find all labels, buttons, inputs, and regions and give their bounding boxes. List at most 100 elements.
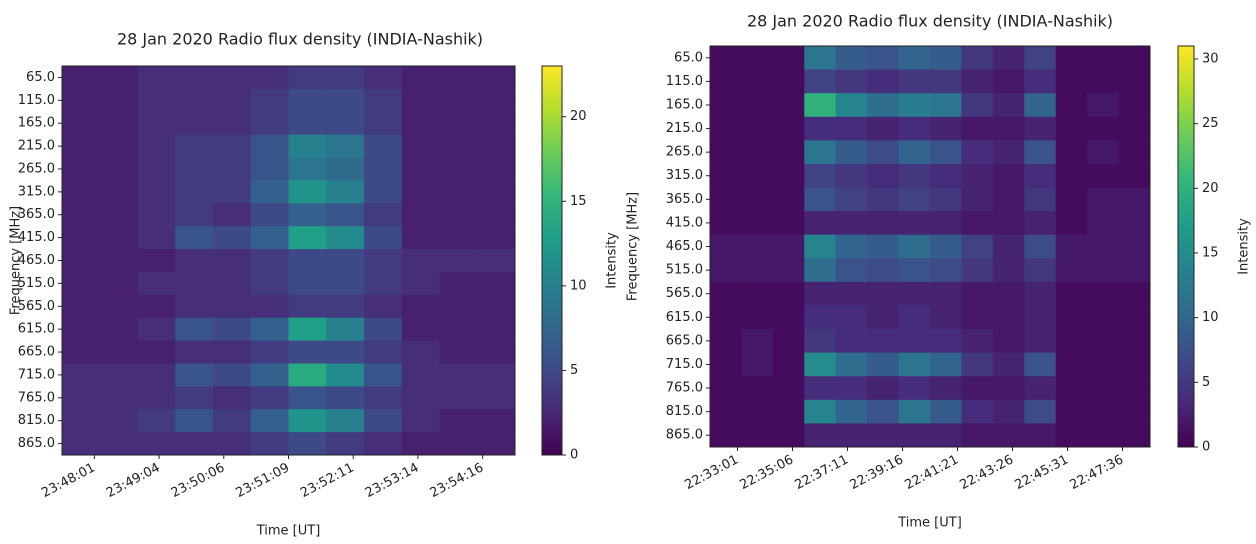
heatmap-cell <box>288 317 327 342</box>
heatmap-cell <box>401 317 440 342</box>
colorbar-tick-label: 10 <box>570 278 587 293</box>
heatmap-cell <box>99 226 138 250</box>
heatmap-cell <box>835 258 868 283</box>
heatmap-cell <box>772 234 805 259</box>
heatmap-cell <box>1055 163 1088 189</box>
y-tick-label: 415.0 <box>18 230 55 245</box>
heatmap-cell <box>477 317 516 342</box>
colorbar-tick-label: 5 <box>570 363 578 378</box>
heatmap-cell <box>772 376 805 401</box>
heatmap-cell <box>1118 163 1151 189</box>
heatmap-cell <box>250 203 289 227</box>
heatmap-cell <box>364 409 403 433</box>
heatmap-cell <box>1055 258 1088 283</box>
heatmap-cell <box>326 294 365 319</box>
heatmap-cell <box>1118 376 1151 401</box>
heatmap-cell <box>835 116 868 141</box>
heatmap-cell <box>326 111 365 136</box>
y-tick-label: 115.0 <box>666 74 703 89</box>
heatmap-cell <box>401 340 440 364</box>
heatmap-cell <box>804 423 837 448</box>
heatmap-cell <box>772 93 805 118</box>
heatmap-cell <box>710 211 742 236</box>
heatmap-cell <box>930 352 962 377</box>
heatmap-cell <box>804 305 837 330</box>
heatmap-cell <box>741 187 774 212</box>
heatmap-cell <box>439 134 478 159</box>
y-tick-label: 265.0 <box>18 161 55 176</box>
heatmap-cell <box>835 376 868 401</box>
colorbar-tick-label: 10 <box>1202 310 1219 325</box>
heatmap-cell <box>1055 399 1088 424</box>
heatmap-cell <box>710 116 742 141</box>
heatmap-cell <box>1118 140 1151 165</box>
heatmap-cell <box>898 69 931 94</box>
heatmap-cell <box>62 271 101 296</box>
y-tick-label: 165.0 <box>666 97 703 112</box>
heatmap-cell <box>326 226 365 250</box>
heatmap-cell <box>288 157 327 181</box>
heatmap-cell <box>439 249 478 273</box>
heatmap-cell <box>804 211 837 236</box>
heatmap-cell <box>710 305 742 330</box>
heatmap-cell <box>1055 352 1088 377</box>
heatmap-cell <box>175 317 214 342</box>
heatmap-cell <box>401 409 440 433</box>
x-tick-label: 23:53:14 <box>363 460 422 501</box>
heatmap-cell <box>772 399 805 424</box>
heatmap-cell <box>867 305 900 330</box>
heatmap-cell <box>992 352 1025 377</box>
y-tick-label: 215.0 <box>18 139 55 154</box>
y-tick-label: 165.0 <box>18 116 55 131</box>
heatmap-cell <box>439 88 478 113</box>
heatmap-cell <box>961 305 994 330</box>
heatmap-cell <box>992 46 1025 71</box>
heatmap-cell <box>99 363 138 387</box>
heatmap-cell <box>1087 46 1120 71</box>
heatmap-cell <box>137 249 176 273</box>
heatmap-cell <box>898 46 931 71</box>
heatmap-cell <box>288 180 327 204</box>
heatmap-cell <box>930 376 962 401</box>
heatmap-cell <box>772 69 805 94</box>
heatmap-cell <box>835 187 868 212</box>
heatmap-cell <box>288 134 327 159</box>
heatmap-cell <box>137 340 176 364</box>
heatmap-cell <box>364 317 403 342</box>
heatmap-cell <box>326 432 365 456</box>
heatmap-cell <box>898 352 931 377</box>
heatmap-cell <box>741 329 774 354</box>
heatmap-cell <box>1024 258 1057 283</box>
heatmap-cell <box>930 234 962 259</box>
heatmap-cell <box>961 140 994 165</box>
heatmap-cell <box>213 134 252 159</box>
heatmap-cell <box>741 234 774 259</box>
heatmap-cell <box>1087 352 1120 377</box>
heatmap-cell <box>175 203 214 227</box>
heatmap-cell <box>867 376 900 401</box>
heatmap-cell <box>326 203 365 227</box>
heatmap-cell <box>213 386 252 410</box>
heatmap-cell <box>250 317 289 342</box>
heatmap-cell <box>175 340 214 364</box>
heatmap-cell <box>1118 352 1151 377</box>
heatmap-cell <box>1118 211 1151 236</box>
heatmap-cell <box>99 294 138 319</box>
heatmap-cell <box>1087 399 1120 424</box>
heatmap-cell <box>213 317 252 342</box>
colorbar-tick-label: 15 <box>570 194 587 209</box>
y-tick-label: 265.0 <box>666 145 703 160</box>
heatmap-cell <box>961 399 994 424</box>
heatmap-cell <box>250 226 289 250</box>
heatmap-cell <box>213 432 252 456</box>
heatmap-cell <box>213 249 252 273</box>
heatmap-cell <box>1118 423 1151 448</box>
y-tick-label: 215.0 <box>666 121 703 136</box>
heatmap-cell <box>137 294 176 319</box>
y-tick-label: 615.0 <box>666 310 703 325</box>
heatmap-cell <box>1055 376 1088 401</box>
heatmap-cell <box>898 93 931 118</box>
y-tick-label: 115.0 <box>18 93 55 108</box>
heatmap-cell <box>213 66 252 90</box>
